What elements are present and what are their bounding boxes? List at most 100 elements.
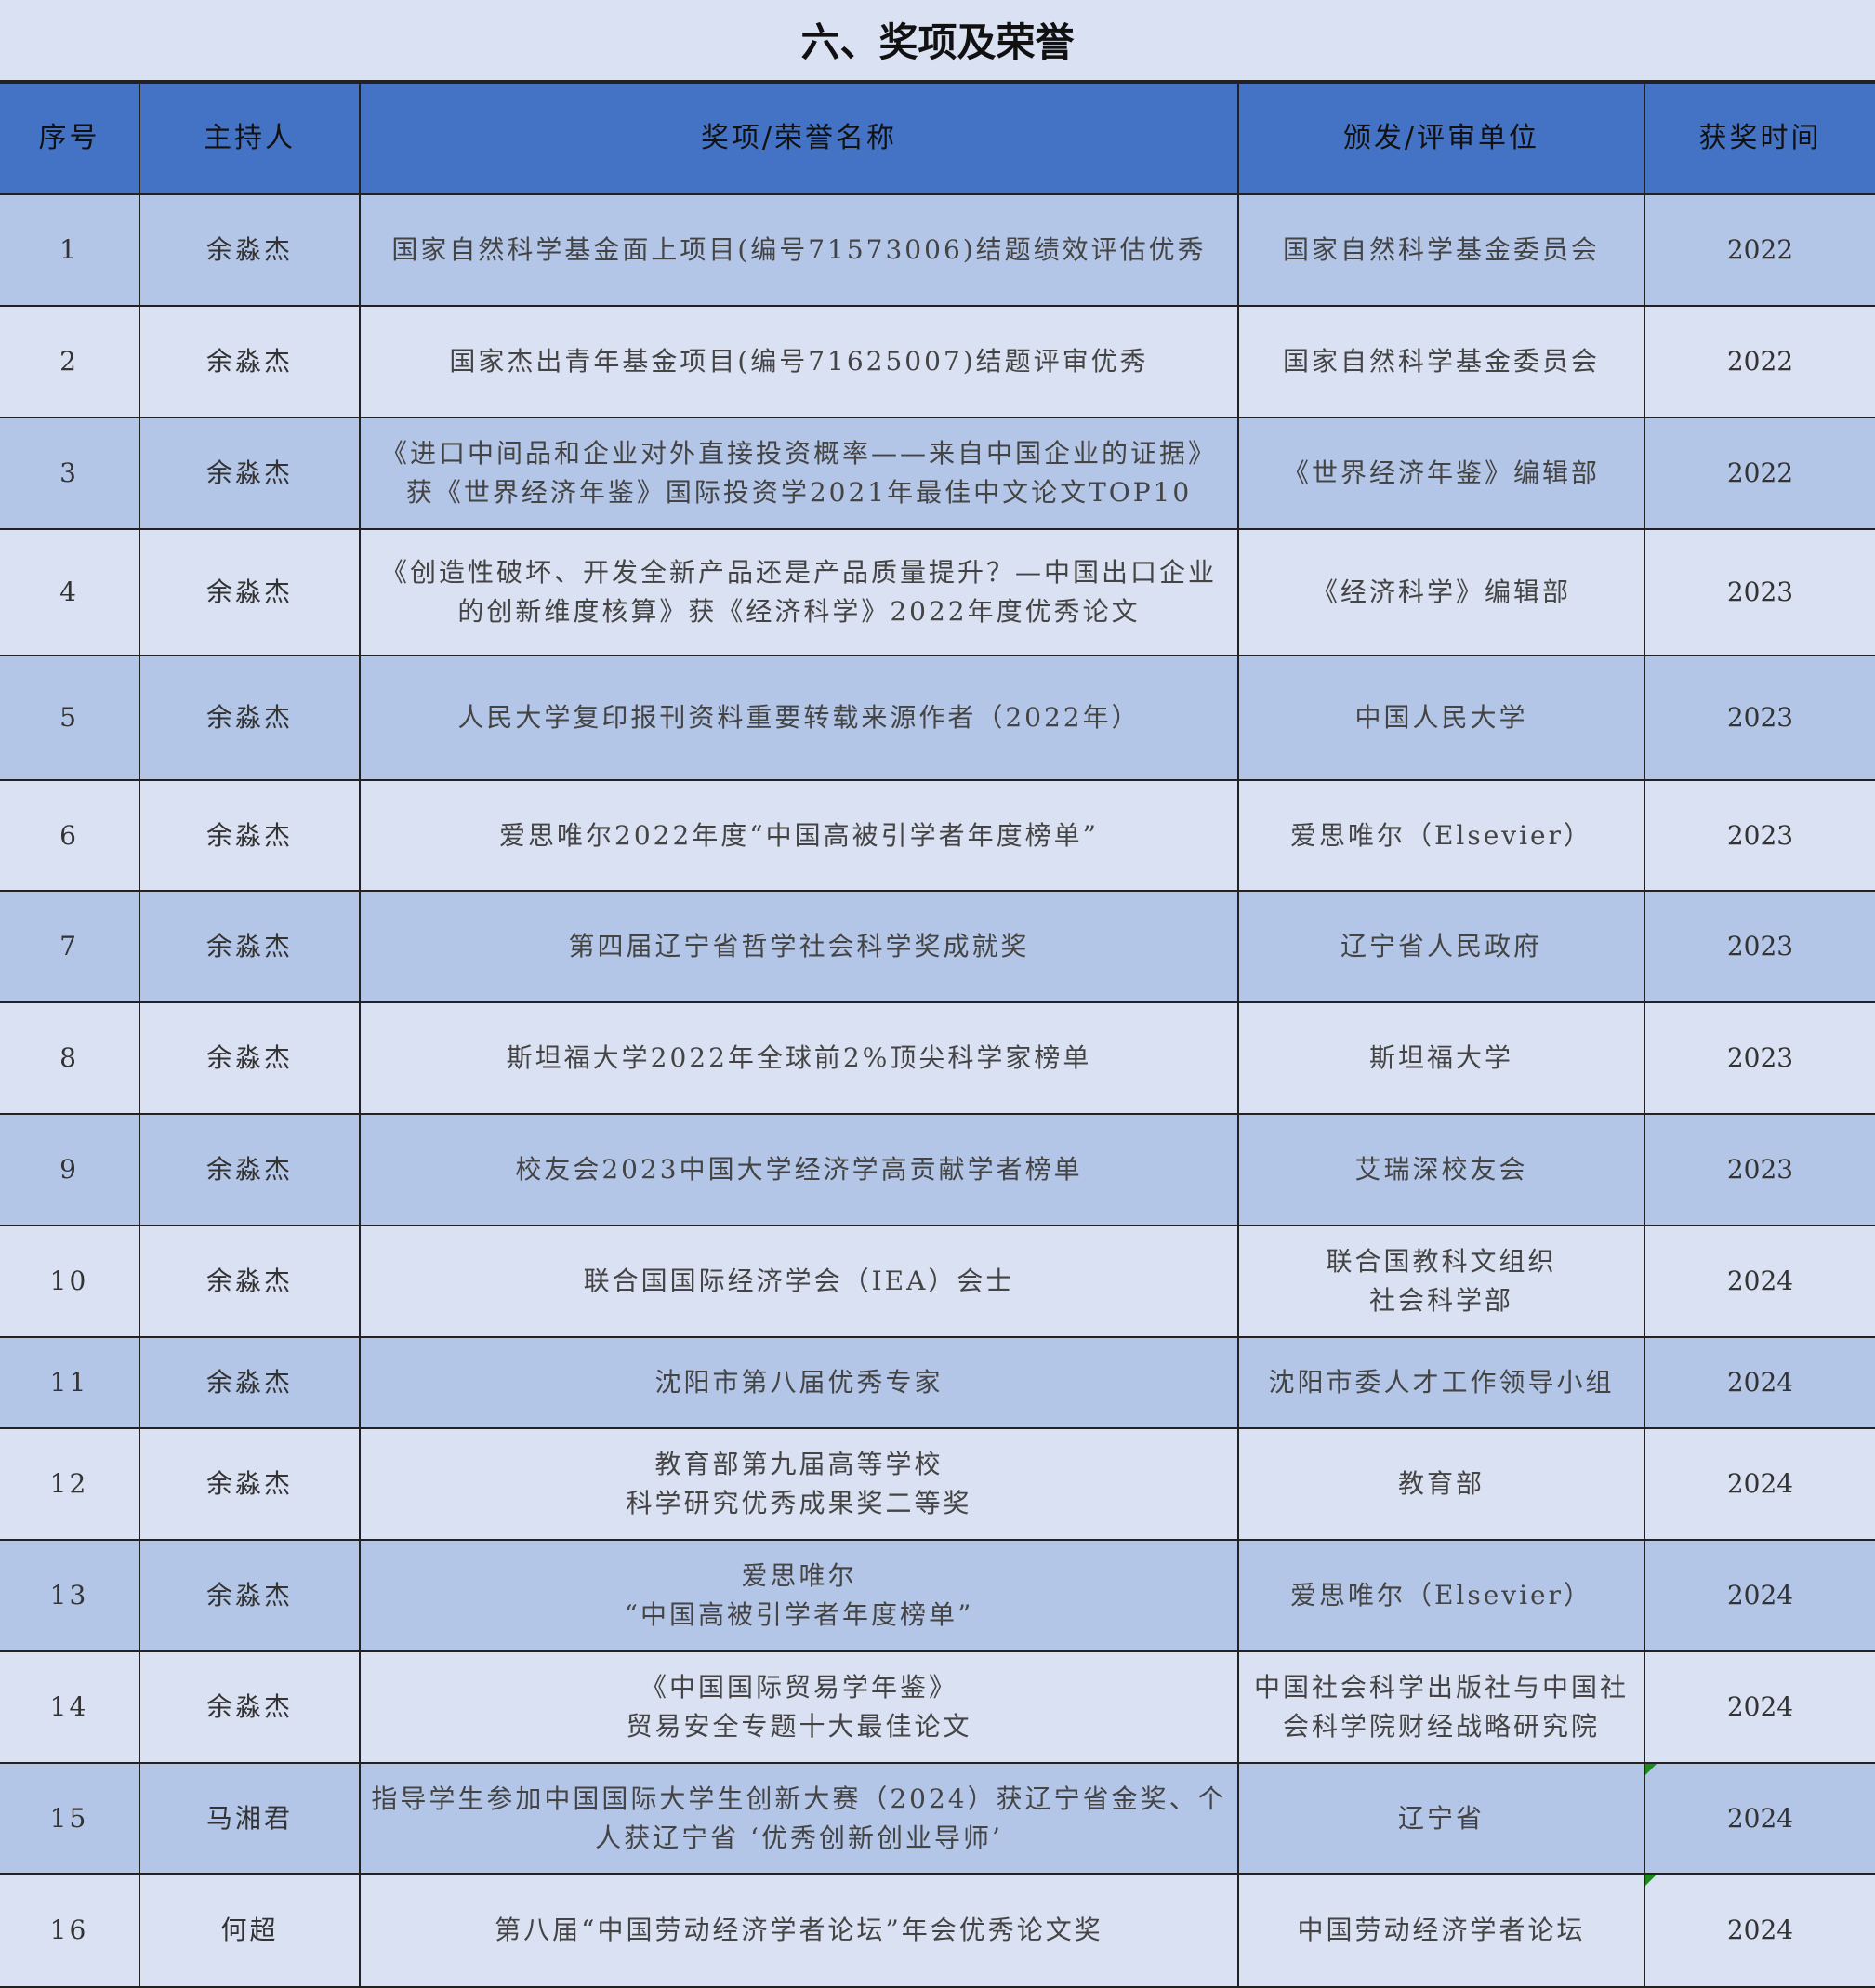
- table-row: 6 余淼杰 爱思唯尔2022年度“中国高被引学者年度榜单” 爱思唯尔（Elsevier…: [0, 779, 1875, 892]
- cell-award: 国家杰出青年基金项目(编号71625007)结题评审优秀: [359, 305, 1239, 418]
- cell-no: 14: [0, 1650, 140, 1764]
- cell-issuer: 中国社会科学出版社与中国社 会科学院财经战略研究院: [1237, 1650, 1645, 1764]
- cell-issuer: 爱思唯尔（Elsevier）: [1237, 779, 1645, 892]
- table-row: 15 马湘君 指导学生参加中国国际大学生创新大赛（2024）获辽宁省金奖、个 人获辽宁…: [0, 1762, 1875, 1875]
- cell-year: 2023: [1644, 528, 1875, 656]
- cell-issuer: 辽宁省: [1237, 1762, 1645, 1875]
- table-row: 14 余淼杰 《中国国际贸易学年鉴》 贸易安全专题十大最佳论文 中国社会科学出版社与中国…: [0, 1650, 1875, 1764]
- cell-year: 2024: [1644, 1336, 1875, 1429]
- cell-award: 联合国国际经济学会（IEA）会士: [359, 1225, 1239, 1338]
- cell-host: 余淼杰: [139, 1336, 361, 1429]
- table-header-row: 序号 主持人 奖项/荣誉名称 颁发/评审单位 获奖时间: [0, 82, 1875, 195]
- cell-host: 余淼杰: [139, 417, 361, 530]
- cell-year: 2023: [1644, 1001, 1875, 1115]
- cell-host: 余淼杰: [139, 1650, 361, 1764]
- cell-no: 16: [0, 1873, 140, 1988]
- cell-no: 1: [0, 193, 140, 307]
- cell-no: 3: [0, 417, 140, 530]
- cell-issuer: 斯坦福大学: [1237, 1001, 1645, 1115]
- cell-award: 教育部第九届高等学校 科学研究优秀成果奖二等奖: [359, 1427, 1239, 1541]
- comment-indicator-icon: [1645, 1875, 1657, 1886]
- cell-no: 4: [0, 528, 140, 656]
- table-row: 9 余淼杰 校友会2023中国大学经济学高贡献学者榜单 艾瑞深校友会 2023: [0, 1113, 1875, 1226]
- header-year: 获奖时间: [1644, 82, 1875, 195]
- table-row: 10 余淼杰 联合国国际经济学会（IEA）会士 联合国教科文组织 社会科学部 2024: [0, 1225, 1875, 1338]
- table-row: 4 余淼杰 《创造性破坏、开发全新产品还是产品质量提升？—中国出口企业 的创新维度核算…: [0, 528, 1875, 656]
- cell-award: 爱思唯尔 “中国高被引学者年度榜单”: [359, 1539, 1239, 1652]
- cell-award: 爱思唯尔2022年度“中国高被引学者年度榜单”: [359, 779, 1239, 892]
- cell-year: 2022: [1644, 193, 1875, 307]
- cell-no: 7: [0, 890, 140, 1003]
- cell-host: 余淼杰: [139, 655, 361, 781]
- cell-award: 人民大学复印报刊资料重要转载来源作者（2022年）: [359, 655, 1239, 781]
- table-row: 1 余淼杰 国家自然科学基金面上项目(编号71573006)结题绩效评估优秀 国家自然…: [0, 193, 1875, 307]
- cell-issuer: 辽宁省人民政府: [1237, 890, 1645, 1003]
- cell-host: 马湘君: [139, 1762, 361, 1875]
- cell-host: 余淼杰: [139, 779, 361, 892]
- cell-no: 2: [0, 305, 140, 418]
- cell-host: 余淼杰: [139, 1001, 361, 1115]
- cell-issuer: 《经济科学》编辑部: [1237, 528, 1645, 656]
- cell-award: 第八届“中国劳动经济学者论坛”年会优秀论文奖: [359, 1873, 1239, 1988]
- cell-year: 2023: [1644, 779, 1875, 892]
- table-row: 5 余淼杰 人民大学复印报刊资料重要转载来源作者（2022年） 中国人民大学 2023: [0, 655, 1875, 781]
- cell-no: 13: [0, 1539, 140, 1652]
- cell-no: 6: [0, 779, 140, 892]
- cell-no: 5: [0, 655, 140, 781]
- cell-award: 指导学生参加中国国际大学生创新大赛（2024）获辽宁省金奖、个 人获辽宁省 ‘优秀…: [359, 1762, 1239, 1875]
- cell-no: 10: [0, 1225, 140, 1338]
- cell-award: 《创造性破坏、开发全新产品还是产品质量提升？—中国出口企业 的创新维度核算》获《经…: [359, 528, 1239, 656]
- cell-award: 斯坦福大学2022年全球前2%顶尖科学家榜单: [359, 1001, 1239, 1115]
- header-host: 主持人: [139, 82, 361, 195]
- cell-award: 《中国国际贸易学年鉴》 贸易安全专题十大最佳论文: [359, 1650, 1239, 1764]
- cell-year: 2023: [1644, 890, 1875, 1003]
- cell-issuer: 国家自然科学基金委员会: [1237, 305, 1645, 418]
- cell-award: 第四届辽宁省哲学社会科学奖成就奖: [359, 890, 1239, 1003]
- cell-host: 余淼杰: [139, 1113, 361, 1226]
- page-title: 六、奖项及荣誉: [0, 0, 1875, 82]
- cell-no: 12: [0, 1427, 140, 1541]
- cell-host: 余淼杰: [139, 1427, 361, 1541]
- table-row: 13 余淼杰 爱思唯尔 “中国高被引学者年度榜单” 爱思唯尔（Elsevier） 2024: [0, 1539, 1875, 1652]
- cell-year: 2024: [1644, 1762, 1875, 1875]
- cell-year: 2024: [1644, 1427, 1875, 1541]
- comment-indicator-icon: [1645, 1764, 1657, 1775]
- table-row: 3 余淼杰 《进口中间品和企业对外直接投资概率——来自中国企业的证据》 获《世界经济年…: [0, 417, 1875, 530]
- cell-award: 《进口中间品和企业对外直接投资概率——来自中国企业的证据》 获《世界经济年鉴》国际…: [359, 417, 1239, 530]
- cell-host: 余淼杰: [139, 305, 361, 418]
- header-issuer: 颁发/评审单位: [1237, 82, 1645, 195]
- cell-issuer: 《世界经济年鉴》编辑部: [1237, 417, 1645, 530]
- cell-year: 2024: [1644, 1650, 1875, 1764]
- cell-host: 余淼杰: [139, 1225, 361, 1338]
- cell-no: 11: [0, 1336, 140, 1429]
- cell-issuer: 沈阳市委人才工作领导小组: [1237, 1336, 1645, 1429]
- cell-host: 余淼杰: [139, 1539, 361, 1652]
- cell-issuer: 中国人民大学: [1237, 655, 1645, 781]
- header-no: 序号: [0, 82, 140, 195]
- table-row: 8 余淼杰 斯坦福大学2022年全球前2%顶尖科学家榜单 斯坦福大学 2023: [0, 1001, 1875, 1115]
- cell-host: 余淼杰: [139, 890, 361, 1003]
- cell-year: 2024: [1644, 1539, 1875, 1652]
- cell-host: 何超: [139, 1873, 361, 1988]
- cell-issuer: 国家自然科学基金委员会: [1237, 193, 1645, 307]
- cell-no: 9: [0, 1113, 140, 1226]
- cell-award: 国家自然科学基金面上项目(编号71573006)结题绩效评估优秀: [359, 193, 1239, 307]
- cell-issuer: 教育部: [1237, 1427, 1645, 1541]
- awards-table: 序号 主持人 奖项/荣誉名称 颁发/评审单位 获奖时间 1 余淼杰 国家自然科学基金…: [0, 82, 1875, 1988]
- cell-year: 2023: [1644, 1113, 1875, 1226]
- cell-no: 8: [0, 1001, 140, 1115]
- table-row: 16 何超 第八届“中国劳动经济学者论坛”年会优秀论文奖 中国劳动经济学者论坛 2024: [0, 1873, 1875, 1988]
- cell-host: 余淼杰: [139, 528, 361, 656]
- table-row: 2 余淼杰 国家杰出青年基金项目(编号71625007)结题评审优秀 国家自然科学基金…: [0, 305, 1875, 418]
- cell-award: 沈阳市第八届优秀专家: [359, 1336, 1239, 1429]
- table-row: 7 余淼杰 第四届辽宁省哲学社会科学奖成就奖 辽宁省人民政府 2023: [0, 890, 1875, 1003]
- cell-year: 2024: [1644, 1225, 1875, 1338]
- table-row: 11 余淼杰 沈阳市第八届优秀专家 沈阳市委人才工作领导小组 2024: [0, 1336, 1875, 1429]
- table-row: 12 余淼杰 教育部第九届高等学校 科学研究优秀成果奖二等奖 教育部 2024: [0, 1427, 1875, 1541]
- header-award: 奖项/荣誉名称: [359, 82, 1239, 195]
- cell-issuer: 联合国教科文组织 社会科学部: [1237, 1225, 1645, 1338]
- cell-year: 2023: [1644, 655, 1875, 781]
- cell-issuer: 艾瑞深校友会: [1237, 1113, 1645, 1226]
- cell-year: 2022: [1644, 417, 1875, 530]
- cell-issuer: 中国劳动经济学者论坛: [1237, 1873, 1645, 1988]
